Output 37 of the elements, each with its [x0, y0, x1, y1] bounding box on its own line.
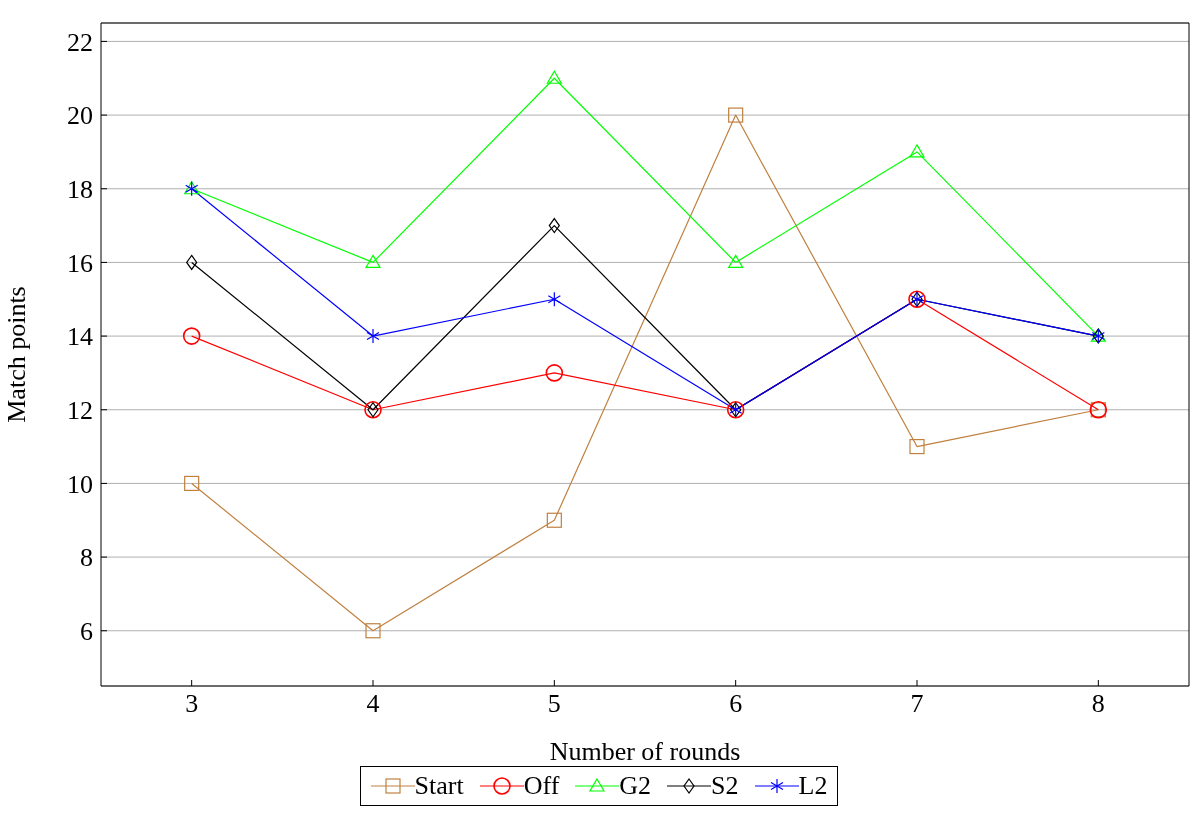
point [546, 512, 562, 528]
y-tick-label: 6 [80, 616, 93, 646]
x-axis-title: Number of rounds [549, 737, 741, 766]
point [728, 254, 744, 269]
x-tick-label: 7 [910, 689, 924, 719]
legend-label: L2 [798, 771, 828, 801]
x-tick-label: 8 [1091, 689, 1105, 719]
legend-label: Start [414, 771, 464, 801]
point [366, 328, 380, 344]
point [545, 364, 564, 382]
y-tick-label: 14 [67, 322, 93, 352]
x-tick-label: 5 [547, 689, 561, 719]
y-tick-label: 18 [67, 174, 93, 204]
point [365, 623, 381, 639]
y-tick-label: 8 [80, 543, 93, 573]
x-tick-label: 3 [185, 689, 199, 719]
y-tick-label: 22 [67, 27, 93, 57]
point [186, 254, 198, 271]
point [365, 254, 381, 269]
y-tick-label: 10 [67, 469, 93, 499]
point [184, 475, 200, 492]
y-tick-label: 16 [67, 248, 93, 278]
point [548, 217, 560, 234]
point [909, 438, 925, 455]
y-tick-label: 20 [67, 101, 93, 131]
x-tick-label: 4 [366, 689, 380, 719]
point [728, 107, 744, 123]
y-tick-label: 12 [67, 395, 93, 425]
legend-label: S2 [711, 771, 739, 801]
point [909, 144, 925, 158]
point [546, 70, 562, 84]
legend-label: G2 [619, 771, 652, 801]
x-tick-label: 6 [729, 689, 743, 719]
point [547, 291, 561, 307]
legend-label: Off [523, 771, 560, 801]
y-axis-title: Match points [2, 286, 32, 423]
point [182, 327, 201, 345]
